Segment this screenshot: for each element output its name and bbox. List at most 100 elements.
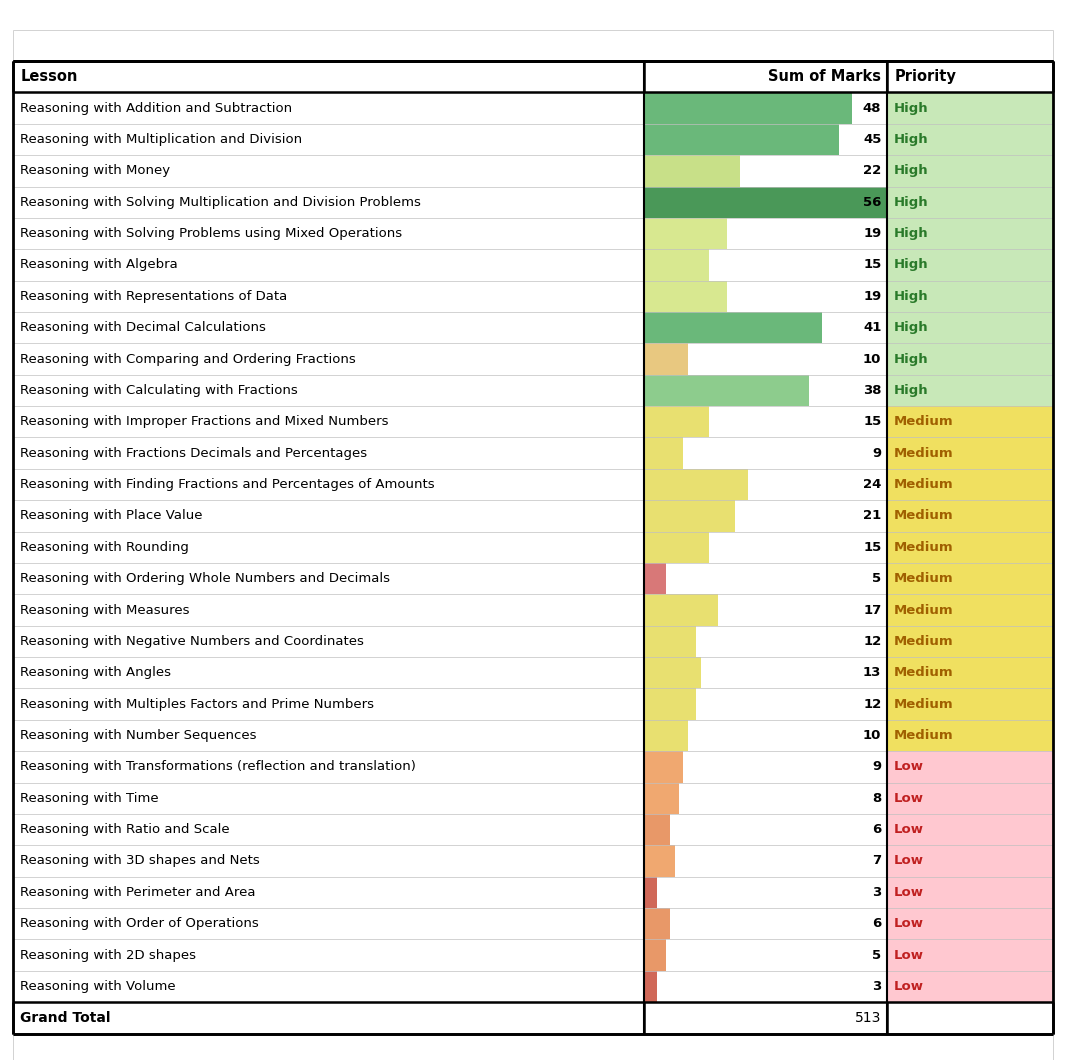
Text: Reasoning with Rounding: Reasoning with Rounding <box>20 541 189 553</box>
Text: 5: 5 <box>872 572 882 585</box>
Bar <box>644 438 887 469</box>
Text: Reasoning with Ratio and Scale: Reasoning with Ratio and Scale <box>20 824 230 836</box>
Text: High: High <box>894 227 928 240</box>
Bar <box>13 61 644 92</box>
Text: 6: 6 <box>872 917 882 931</box>
Text: Reasoning with Algebra: Reasoning with Algebra <box>20 259 178 271</box>
Bar <box>13 1034 1053 1060</box>
Bar <box>13 469 644 500</box>
Bar <box>887 375 1053 406</box>
Text: High: High <box>894 164 928 177</box>
Text: Medium: Medium <box>894 603 954 617</box>
Bar <box>644 657 887 688</box>
Bar <box>644 908 671 939</box>
Bar <box>887 124 1053 155</box>
Text: Medium: Medium <box>894 667 954 679</box>
Bar <box>644 752 887 782</box>
Text: 15: 15 <box>863 416 882 428</box>
Text: Reasoning with Solving Problems using Mixed Operations: Reasoning with Solving Problems using Mi… <box>20 227 402 240</box>
Text: 56: 56 <box>863 196 882 209</box>
Bar <box>644 469 887 500</box>
Bar <box>13 782 644 814</box>
Bar <box>644 155 740 187</box>
Text: High: High <box>894 384 928 396</box>
Bar <box>644 249 709 281</box>
Text: 41: 41 <box>863 321 882 334</box>
Text: Reasoning with Angles: Reasoning with Angles <box>20 667 172 679</box>
Bar <box>13 532 644 563</box>
Bar <box>644 343 688 375</box>
Text: Reasoning with Money: Reasoning with Money <box>20 164 171 177</box>
Bar <box>887 720 1053 752</box>
Text: High: High <box>894 321 928 334</box>
Bar <box>13 939 644 971</box>
Bar <box>644 438 683 469</box>
Bar <box>887 532 1053 563</box>
Bar <box>887 92 1053 124</box>
Text: Reasoning with Measures: Reasoning with Measures <box>20 603 190 617</box>
Bar <box>887 187 1053 218</box>
Bar <box>13 563 644 595</box>
Text: Reasoning with Negative Numbers and Coordinates: Reasoning with Negative Numbers and Coor… <box>20 635 365 648</box>
Bar <box>13 845 644 877</box>
Text: High: High <box>894 289 928 303</box>
Text: Reasoning with Multiplication and Division: Reasoning with Multiplication and Divisi… <box>20 132 303 146</box>
Bar <box>13 908 644 939</box>
Bar <box>644 752 683 782</box>
Bar <box>644 343 887 375</box>
Bar <box>13 688 644 720</box>
Bar <box>644 657 700 688</box>
Text: Medium: Medium <box>894 635 954 648</box>
Bar <box>644 187 887 218</box>
Text: 45: 45 <box>863 132 882 146</box>
Text: Priority: Priority <box>894 69 956 84</box>
Bar <box>13 971 644 1002</box>
Bar <box>887 500 1053 532</box>
Bar <box>644 155 887 187</box>
Text: Reasoning with Fractions Decimals and Percentages: Reasoning with Fractions Decimals and Pe… <box>20 446 368 460</box>
Text: 3: 3 <box>872 979 882 993</box>
Text: 9: 9 <box>872 446 882 460</box>
Bar <box>644 218 727 249</box>
Bar <box>13 312 644 343</box>
Bar <box>887 971 1053 1002</box>
Bar <box>13 92 644 124</box>
Text: Reasoning with Perimeter and Area: Reasoning with Perimeter and Area <box>20 886 256 899</box>
Bar <box>644 1002 887 1034</box>
Bar <box>644 625 887 657</box>
Text: 22: 22 <box>863 164 882 177</box>
Text: Reasoning with Multiples Factors and Prime Numbers: Reasoning with Multiples Factors and Pri… <box>20 697 374 710</box>
Text: Reasoning with Calculating with Fractions: Reasoning with Calculating with Fraction… <box>20 384 298 396</box>
Text: Reasoning with Number Sequences: Reasoning with Number Sequences <box>20 729 257 742</box>
Bar <box>644 92 887 124</box>
Bar <box>887 1002 1053 1034</box>
Text: 15: 15 <box>863 259 882 271</box>
Bar <box>13 406 644 438</box>
Text: Medium: Medium <box>894 510 954 523</box>
Bar <box>887 312 1053 343</box>
Text: 19: 19 <box>863 227 882 240</box>
Text: Low: Low <box>894 917 924 931</box>
Bar <box>644 406 887 438</box>
Bar <box>887 877 1053 908</box>
Bar <box>13 249 644 281</box>
Bar <box>644 218 887 249</box>
Bar <box>13 1002 644 1034</box>
Text: 513: 513 <box>855 1011 882 1025</box>
Text: 48: 48 <box>862 102 882 114</box>
Text: 7: 7 <box>872 854 882 867</box>
Bar <box>13 438 644 469</box>
Bar <box>13 124 644 155</box>
Bar <box>887 845 1053 877</box>
Bar <box>887 218 1053 249</box>
Bar <box>644 92 852 124</box>
Text: Reasoning with Volume: Reasoning with Volume <box>20 979 176 993</box>
Text: Reasoning with Improper Fractions and Mixed Numbers: Reasoning with Improper Fractions and Mi… <box>20 416 389 428</box>
Text: 10: 10 <box>863 729 882 742</box>
Bar <box>644 375 887 406</box>
Bar <box>644 249 887 281</box>
Text: Medium: Medium <box>894 729 954 742</box>
Bar <box>13 752 644 782</box>
Text: 10: 10 <box>863 353 882 366</box>
Bar <box>644 532 709 563</box>
